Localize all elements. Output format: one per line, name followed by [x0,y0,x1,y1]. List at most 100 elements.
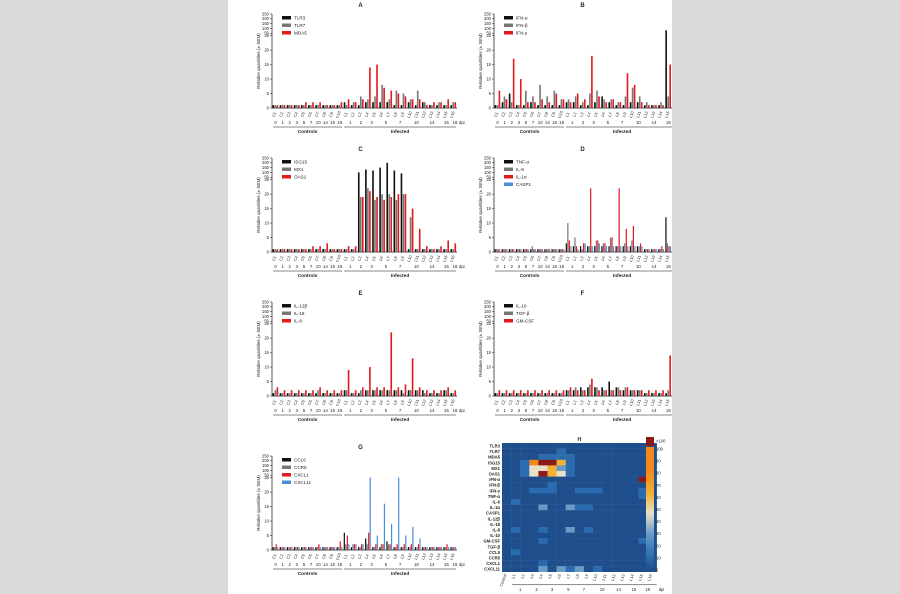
heatmap-cell [547,527,557,533]
bar [443,249,445,252]
dpi-group-label: 7 [621,120,624,125]
y-tick-label: 100 [262,170,270,175]
x-tick-label: C5 [521,399,528,406]
x-tick-label: C9 [550,255,557,262]
bar [447,99,449,108]
bar [513,249,515,252]
x-tick-label: L12 [642,254,649,263]
bar [583,390,586,396]
bar [646,393,648,396]
bar [332,547,334,550]
bar [660,102,662,108]
x-tick-label: L14 [656,398,663,407]
y-tick-label: 150 [484,21,492,26]
bar [329,393,332,396]
bar [362,544,364,550]
heatmap-dpi-label: dpi [659,587,665,592]
bar [636,102,639,108]
x-tick-label: L1 [564,399,570,406]
heatmap-cell [583,493,594,500]
heatmap-cell [502,515,512,522]
heatmap-cell [629,465,639,472]
bar [544,393,546,396]
bar [627,246,629,252]
bar [603,99,605,108]
dpi-group-label: 1 [571,264,574,269]
x-tick-label: L2 [571,399,577,406]
heatmap-cell [502,538,512,544]
bar [397,387,400,396]
bar [612,99,615,108]
y-tick-label: 0 [489,393,492,398]
heatmap-cell [511,499,521,505]
bar [293,393,296,396]
heatmap-cell [593,538,603,544]
heatmap-cell [593,471,603,477]
heatmap-row-label: IL-1α [490,505,500,510]
colorbar-tick-label: 90 [656,459,661,464]
heatmap-cell [520,454,530,460]
heatmap-cell [565,566,575,572]
heatmap-cell [565,555,575,561]
heatmap-cell [574,560,585,567]
bar [631,240,633,252]
x-tick-label: L13 [427,254,434,263]
heatmap-cell [574,566,585,572]
bar [562,99,565,108]
bar [381,84,383,108]
heatmap-cell [629,532,639,539]
bar [301,249,303,252]
bar [440,390,442,396]
heatmap-col-label: L9 [583,573,589,580]
bar [336,105,339,108]
dpi-group-label: 10 [636,408,641,413]
x-tick-label: L15 [663,254,670,263]
heatmap-cell [574,538,585,544]
x-tick-label: C2 [500,399,507,406]
legend-swatch [282,304,291,308]
x-tick-label: C3 [285,553,292,560]
heatmap-cell [529,482,539,488]
bar [369,477,371,550]
y-tick-label: 5 [267,533,270,538]
heatmap-cell [538,555,548,561]
dpi-group-label: 18 [337,120,342,125]
bar [350,547,353,550]
bar [359,390,362,396]
dpi-group-label: 1 [281,562,284,567]
bar [357,393,360,396]
bar [583,99,586,108]
bar [288,393,291,396]
x-tick-label: L15 [663,110,670,119]
bar [414,249,417,252]
heatmap-cell [502,459,512,466]
heatmap-cell [638,538,648,544]
bar [279,547,281,550]
bar [404,194,407,252]
x-tick-label: L14 [434,254,441,263]
x-tick-label: L13 [649,110,656,119]
panel-letter: D [580,147,585,153]
bar [383,387,385,396]
bar [433,102,435,108]
heatmap-cell [511,560,521,567]
bar [308,249,310,252]
heatmap-cell [547,560,557,567]
dpi-group-label: 5 [385,408,388,413]
x-tick-label: L3 [356,111,362,118]
bar [425,547,427,550]
bar [409,99,412,108]
heatmap-cell [502,543,512,550]
bar [405,535,407,550]
bar [276,105,279,108]
bar [331,547,333,550]
x-tick-label: L13 [649,398,656,407]
bar [312,246,314,252]
x-tick-label: C5 [521,111,528,118]
bar [515,105,518,108]
heatmap-cell [574,555,585,561]
heatmap-cell [611,476,621,483]
x-tick-label: L5 [593,399,599,406]
